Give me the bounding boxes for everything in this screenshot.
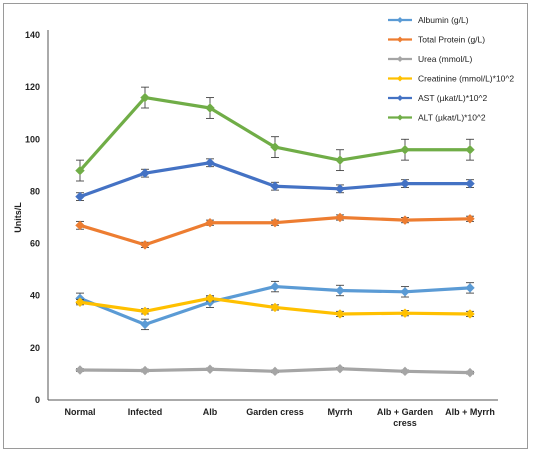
data-point — [140, 92, 150, 103]
legend-label: Urea (mmol/L) — [418, 54, 472, 64]
legend-marker — [397, 95, 403, 101]
legend-label: ALT (µkat/L)*10^2 — [418, 113, 486, 123]
series-2 — [75, 364, 475, 378]
legend-marker — [397, 36, 403, 43]
data-point — [335, 184, 345, 194]
x-tick-labels: Normal Infected Alb Garden cress Myrrh Alb + … — [64, 407, 494, 428]
data-point — [75, 165, 85, 176]
data-point — [335, 309, 345, 319]
y-tick-label: 40 — [30, 291, 40, 301]
data-point — [400, 178, 410, 189]
data-point — [270, 302, 280, 313]
data-point — [270, 366, 280, 377]
x-tick-label: Garden cress — [246, 407, 304, 417]
legend: Albumin (g/L) Total Protein (g/L) Urea (mm… — [388, 15, 514, 123]
data-point — [465, 178, 475, 189]
data-point — [205, 293, 215, 304]
series-0 — [75, 280, 475, 331]
y-axis-label: Units/L — [13, 202, 23, 233]
legend-item: AST (µkat/L)*10^2 — [388, 93, 487, 103]
y-tick-label: 80 — [30, 186, 40, 196]
x-tick-label: Infected — [128, 407, 163, 417]
data-point — [140, 319, 150, 330]
data-point — [465, 367, 475, 378]
series-4 — [75, 158, 475, 202]
series-5 — [75, 86, 475, 182]
data-point — [335, 212, 345, 223]
data-point — [75, 191, 85, 202]
x-tick-label: Alb — [203, 407, 218, 417]
x-tick-label: Myrrh — [327, 407, 352, 417]
data-point — [400, 215, 410, 225]
data-point — [400, 287, 410, 297]
legend-label: Total Protein (g/L) — [418, 35, 485, 45]
y-tick-label: 100 — [25, 134, 40, 144]
data-point — [205, 103, 215, 113]
data-point — [75, 365, 85, 375]
legend-label: Creatinine (mmol/L)*10^2 — [418, 74, 514, 84]
y-tick-label: 120 — [25, 82, 40, 92]
x-tick-label: Normal — [64, 407, 95, 417]
data-point — [140, 306, 150, 317]
legend-item: ALT (µkat/L)*10^2 — [388, 113, 486, 123]
data-point — [465, 145, 475, 155]
legend-item: Total Protein (g/L) — [388, 35, 485, 45]
series-group — [75, 86, 475, 378]
legend-item: Urea (mmol/L) — [388, 54, 472, 64]
data-point — [400, 145, 410, 155]
data-point — [205, 218, 215, 228]
legend-label: Albumin (g/L) — [418, 15, 469, 25]
data-point — [205, 158, 215, 168]
x-tick-label: Alb + Garden cress — [377, 407, 433, 428]
axes — [47, 30, 498, 401]
legend-label: AST (µkat/L)*10^2 — [418, 93, 487, 103]
y-tick-label: 60 — [30, 239, 40, 249]
legend-marker — [397, 56, 403, 62]
data-point — [335, 155, 345, 165]
x-tick-label: Alb + Myrrh — [445, 407, 495, 417]
series-1 — [75, 212, 475, 250]
data-point — [270, 181, 280, 191]
data-point — [465, 214, 475, 224]
series-line — [79, 161, 470, 199]
legend-item: Albumin (g/L) — [388, 15, 469, 25]
data-point — [75, 220, 85, 231]
data-point — [270, 142, 280, 152]
y-tick-label: 20 — [30, 343, 40, 353]
legend-item: Creatinine (mmol/L)*10^2 — [388, 74, 514, 84]
y-tick-label: 140 — [25, 30, 40, 40]
legend-marker — [397, 75, 403, 82]
data-point — [140, 365, 150, 376]
legend-marker — [397, 17, 403, 23]
data-point — [400, 366, 410, 377]
data-point — [270, 218, 280, 228]
data-point — [140, 240, 150, 250]
series-3 — [75, 293, 475, 319]
data-point — [400, 308, 410, 318]
y-tick-labels: 0 20 40 60 80 100 120 140 — [25, 30, 40, 405]
data-point — [270, 281, 280, 292]
data-point — [205, 364, 215, 374]
y-tick-label: 0 — [35, 395, 40, 405]
data-point — [465, 283, 475, 293]
data-point — [75, 297, 85, 307]
data-point — [335, 285, 345, 296]
data-point — [465, 309, 475, 319]
legend-marker — [397, 114, 403, 121]
data-point — [335, 364, 345, 374]
chart-frame — [3, 3, 528, 449]
series-line — [78, 95, 470, 172]
data-point — [140, 168, 150, 178]
